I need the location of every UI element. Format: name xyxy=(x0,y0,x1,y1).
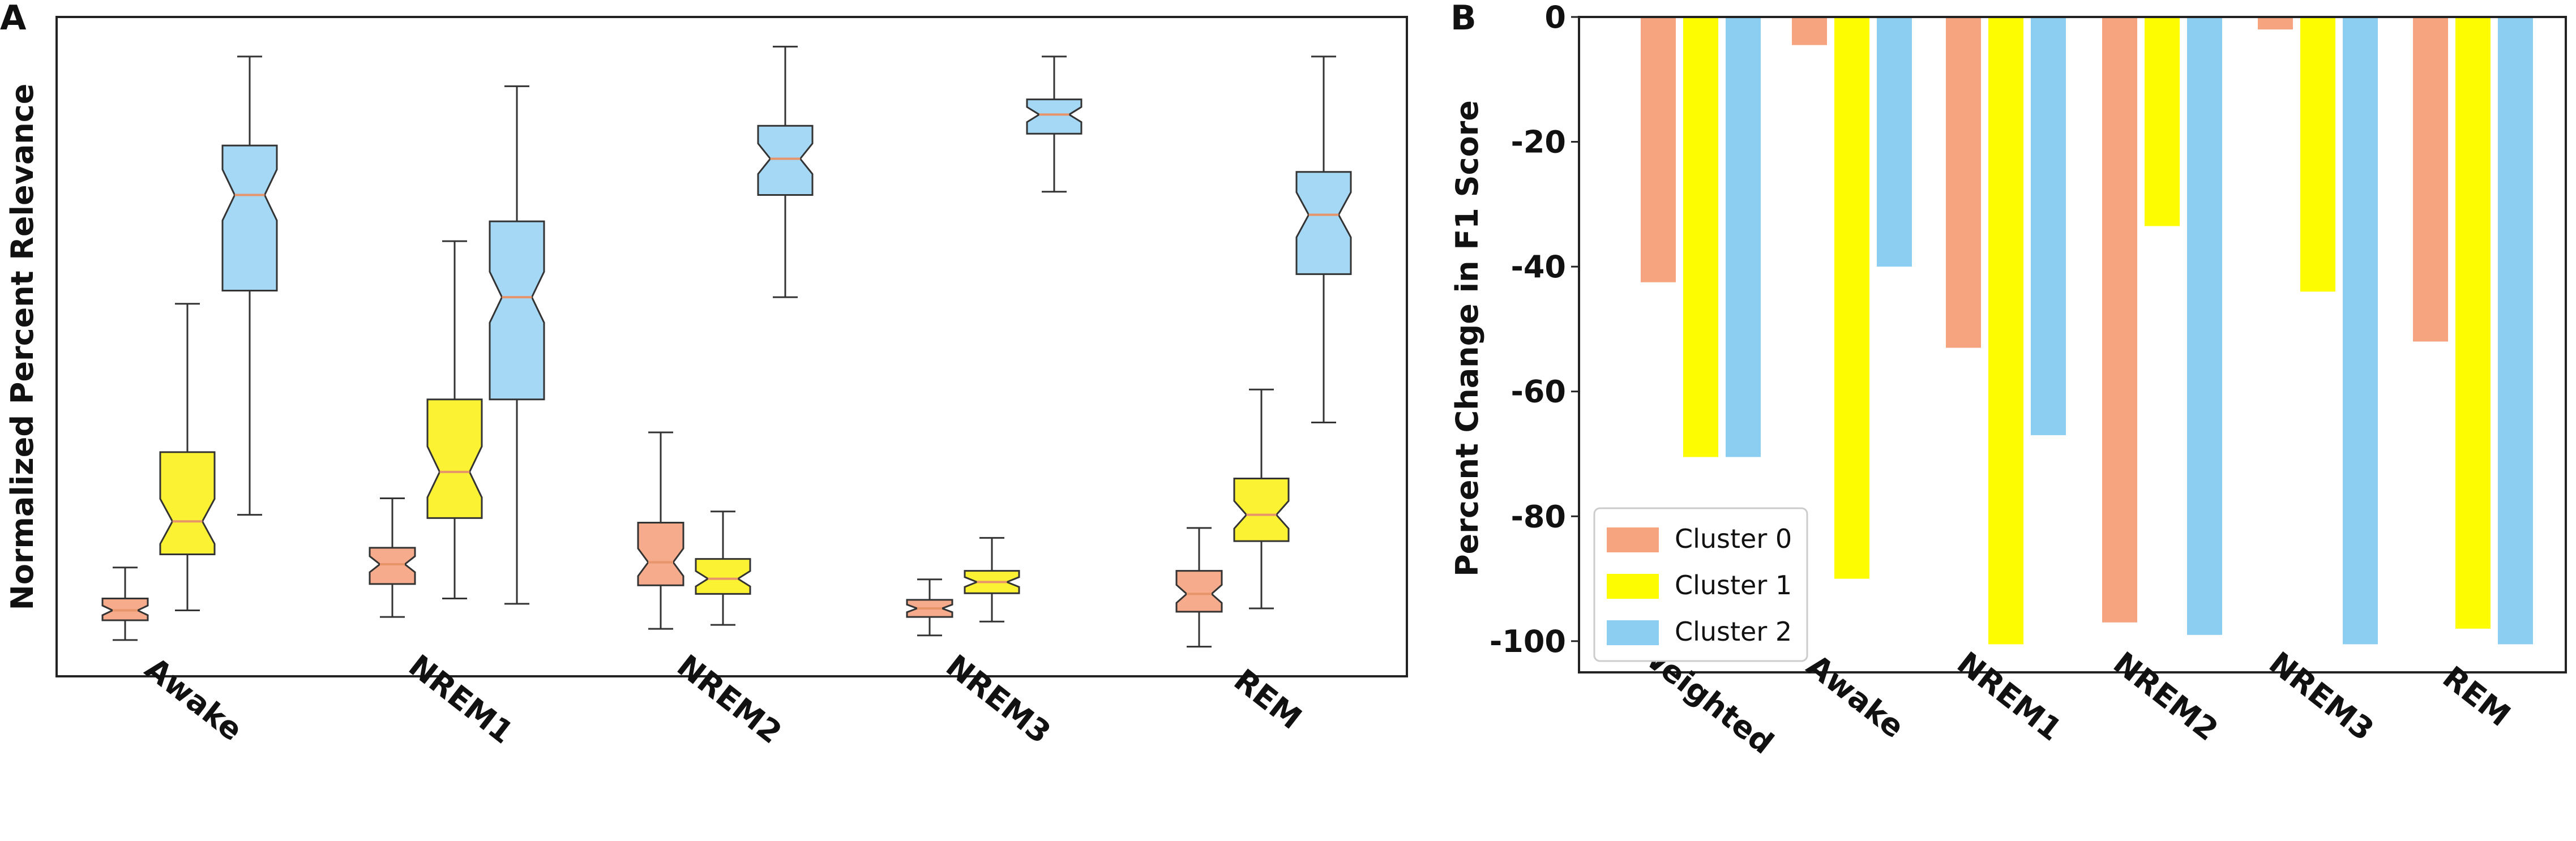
y-tick-label: -80 xyxy=(1510,499,1566,534)
x-tick-label: REM xyxy=(2436,659,2517,733)
panel-b-bars xyxy=(1641,17,2533,645)
y-tick-label: -60 xyxy=(1510,374,1566,410)
box xyxy=(1175,570,1223,613)
x-tick-label: NREM2 xyxy=(2107,645,2224,748)
bar xyxy=(2413,17,2448,342)
x-tick-label: NREM2 xyxy=(670,647,788,750)
box xyxy=(1295,171,1352,275)
bar xyxy=(1988,17,2023,645)
y-tick-label: 0 xyxy=(1544,0,1566,35)
x-tick-label: NREM1 xyxy=(1950,645,2068,748)
bar xyxy=(2455,17,2491,629)
x-tick-label: NREM3 xyxy=(939,647,1057,750)
x-tick-label: NREM1 xyxy=(402,647,520,750)
bar xyxy=(2258,17,2293,30)
box xyxy=(221,144,278,291)
y-tick-label: -20 xyxy=(1510,125,1566,160)
bar xyxy=(1683,17,1718,457)
box xyxy=(1233,478,1290,542)
legend-swatch xyxy=(1607,574,1659,599)
y-tick-label: -40 xyxy=(1510,249,1566,285)
legend-swatch xyxy=(1607,527,1659,552)
legend-label: Cluster 2 xyxy=(1675,616,1792,647)
box xyxy=(489,220,545,401)
x-tick-label: Awake xyxy=(139,650,250,748)
x-tick-label: Awake xyxy=(1800,647,1911,745)
bar xyxy=(2145,17,2180,226)
x-tick-label: REM xyxy=(1227,662,1308,736)
panel-a-plot-frame xyxy=(55,16,1408,677)
bar xyxy=(1792,17,1827,45)
bar xyxy=(1946,17,1981,348)
box xyxy=(637,522,684,586)
bar xyxy=(2187,17,2222,635)
legend-label: Cluster 1 xyxy=(1675,570,1792,600)
legend-swatch xyxy=(1607,620,1659,645)
bar xyxy=(2031,17,2066,435)
bar xyxy=(1641,17,1676,282)
box xyxy=(426,398,483,519)
panel-a-x-tick-labels: Awake NREM1 NREM2 NREM3 REM xyxy=(139,647,1308,750)
panel-b-plot-frame xyxy=(1578,16,2567,673)
box xyxy=(757,125,814,196)
bar xyxy=(1834,17,1869,579)
box xyxy=(695,558,751,595)
panel-label-a: A xyxy=(0,0,27,38)
y-tick-label: -100 xyxy=(1490,624,1566,659)
x-tick-label: NREM3 xyxy=(2262,645,2380,748)
panel-a-y-axis-label: Normalized Percent Relevance xyxy=(5,84,40,611)
bar xyxy=(2102,17,2137,623)
panel-b-y-ticks: 0 -20 -40 -60 -80 -100 xyxy=(1490,0,1579,659)
bar xyxy=(1877,17,1912,267)
panel-a-boxplots xyxy=(101,45,1352,648)
panel-b-y-axis-label: Percent Change in F1 Score xyxy=(1449,100,1485,577)
bar xyxy=(2300,17,2335,292)
bar xyxy=(2498,17,2533,645)
legend-label: Cluster 0 xyxy=(1675,524,1792,554)
bar xyxy=(2343,17,2378,645)
box xyxy=(159,451,216,555)
bar xyxy=(1726,17,1761,457)
legend: Cluster 0 Cluster 1 Cluster 2 xyxy=(1593,507,1808,662)
box xyxy=(1026,98,1082,135)
panel-label-b: B xyxy=(1450,0,1477,38)
box xyxy=(369,547,416,585)
